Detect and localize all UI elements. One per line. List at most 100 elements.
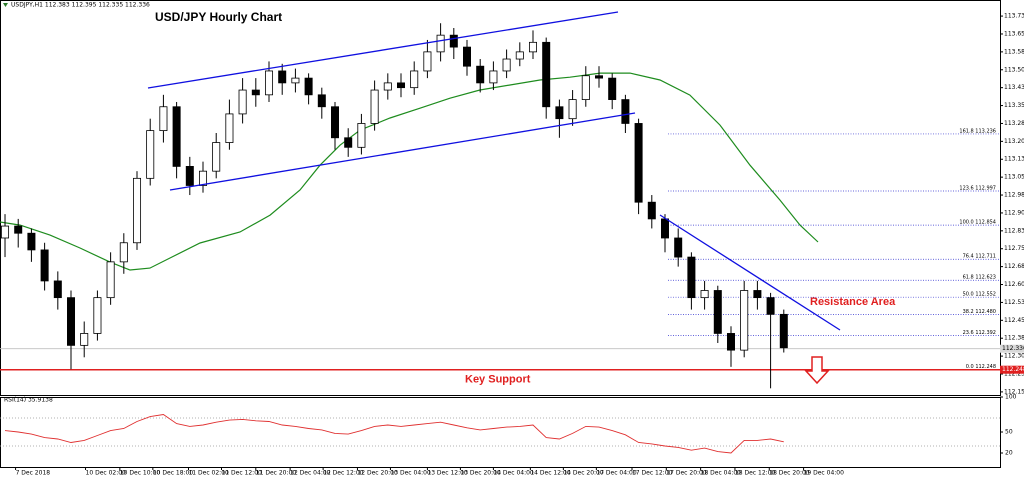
candle-body (502, 58, 511, 72)
candle-body (93, 297, 102, 334)
resistance-trendline (659, 214, 841, 331)
x-tick-label: 14 Dec 12:00 (530, 470, 571, 477)
candle-body (185, 166, 194, 186)
candle-body (700, 290, 709, 299)
candle-body (40, 249, 49, 282)
y-tick-label: 112.230 (1004, 371, 1024, 378)
candle-body (674, 237, 683, 258)
current-price-label: 112.336 (1002, 345, 1024, 352)
x-tick-label: 14 Dec 04:00 (493, 470, 534, 477)
candle-body (621, 99, 630, 124)
rsi-tick-label: 100 (1005, 394, 1017, 401)
candle-body (159, 106, 168, 132)
y-tick-label: 112.155 (1004, 388, 1024, 395)
symbol-icon (3, 3, 8, 7)
x-tick-label: 17 Dec 20:00 (666, 470, 707, 477)
plot-layer: 113.730 113.655 113.580 113.505 113.430 113.3… (0, 13, 1024, 477)
candle-body (291, 77, 300, 84)
candle-body (80, 333, 89, 346)
candle-body (357, 123, 366, 148)
y-tick-label: 112.305 (1004, 353, 1024, 360)
y-tick-label: 113.655 (1004, 30, 1024, 37)
candle-body (14, 225, 23, 234)
x-tick-label: 10 Dec 10:00 (120, 470, 161, 477)
candle-body (225, 113, 234, 143)
candle-body (172, 106, 181, 167)
candle-body (726, 333, 735, 351)
y-tick-label: 112.980 (1004, 192, 1024, 199)
x-tick-label: 17 Dec 12:00 (632, 470, 673, 477)
y-tick-label: 112.830 (1004, 227, 1024, 234)
candle-body (489, 70, 498, 84)
candle-body (27, 232, 36, 251)
candle-body (317, 94, 326, 108)
candle-body (555, 106, 564, 120)
y-tick-label: 112.905 (1004, 209, 1024, 216)
y-tick-label: 113.130 (1004, 156, 1024, 163)
symbol-info: USDJPY,H1 112.383 112.395 112.335 112.33… (11, 2, 150, 9)
candle-body (278, 70, 287, 84)
x-tick-label: 12 Dec 20:00 (357, 470, 398, 477)
moving-average (0, 72, 819, 271)
y-tick-label: 113.355 (1004, 102, 1024, 109)
y-tick-label: 112.680 (1004, 263, 1024, 270)
fib-label: 0.0 112.248 (966, 364, 996, 370)
fib-label: 76.4 112.711 (963, 254, 996, 260)
candle-body (146, 130, 155, 179)
y-tick-label: 112.455 (1004, 317, 1024, 324)
fib-label: 23.6 112.392 (963, 330, 996, 336)
candle-body (106, 261, 115, 299)
fib-label: 61.8 112.623 (963, 275, 996, 281)
candle-body (515, 51, 524, 60)
candle-body (397, 82, 406, 89)
x-tick-label: 18 Dec 12:00 (735, 470, 776, 477)
candle-body (463, 46, 472, 67)
x-tick-label: 13 Dec 12:00 (427, 470, 468, 477)
candle-body (594, 75, 603, 79)
candle-body (1, 225, 10, 239)
candle-body (251, 89, 260, 96)
y-tick-label: 113.055 (1004, 174, 1024, 181)
x-tick-label: 7 Dec 2018 (16, 470, 51, 477)
candle-body (660, 218, 669, 239)
candle-body (304, 77, 313, 96)
y-tick-label: 113.505 (1004, 66, 1024, 73)
rsi-label: RSI(14) 35.9138 (4, 397, 53, 404)
candle-body (766, 297, 775, 315)
x-tick-label: 11 Dec 02:00 (188, 470, 229, 477)
support-price-label: 112.248 (1002, 366, 1024, 373)
candle-body (568, 99, 577, 120)
candle-body (238, 89, 247, 115)
candle-body (753, 290, 762, 299)
candle-body (344, 137, 353, 148)
x-tick-label: 11 Dec 20:00 (256, 470, 297, 477)
candle-body (542, 41, 551, 108)
candle-body (687, 256, 696, 299)
candle-body (449, 34, 458, 48)
candle-body (779, 313, 788, 349)
candle-body (410, 70, 419, 89)
y-tick-label: 112.530 (1004, 299, 1024, 306)
candle-body (383, 82, 392, 91)
x-tick-label: 19 Dec 04:00 (804, 470, 845, 477)
candle-body (581, 75, 590, 100)
y-tick-label: 113.730 (1004, 13, 1024, 20)
y-tick-label: 112.380 (1004, 335, 1024, 342)
y-tick-label: 113.205 (1004, 138, 1024, 145)
fib-label: 50.0 112.552 (963, 292, 996, 298)
x-tick-label: 13 Dec 04:00 (390, 470, 431, 477)
x-tick-label: 18 Dec 20:00 (769, 470, 810, 477)
rsi-tick-label: 20 (1005, 450, 1013, 457)
candle-body (713, 290, 722, 334)
fib-label: 100.0 112.854 (959, 220, 996, 226)
down-arrow (804, 356, 830, 385)
candle-body (133, 177, 142, 244)
candle-body (608, 77, 617, 100)
y-tick-label: 113.430 (1004, 84, 1024, 91)
fib-label: 161.8 113.236 (959, 128, 996, 134)
x-tick-label: 12 Dec 12:00 (323, 470, 364, 477)
y-tick-label: 112.605 (1004, 281, 1024, 288)
candle-body (212, 142, 221, 172)
